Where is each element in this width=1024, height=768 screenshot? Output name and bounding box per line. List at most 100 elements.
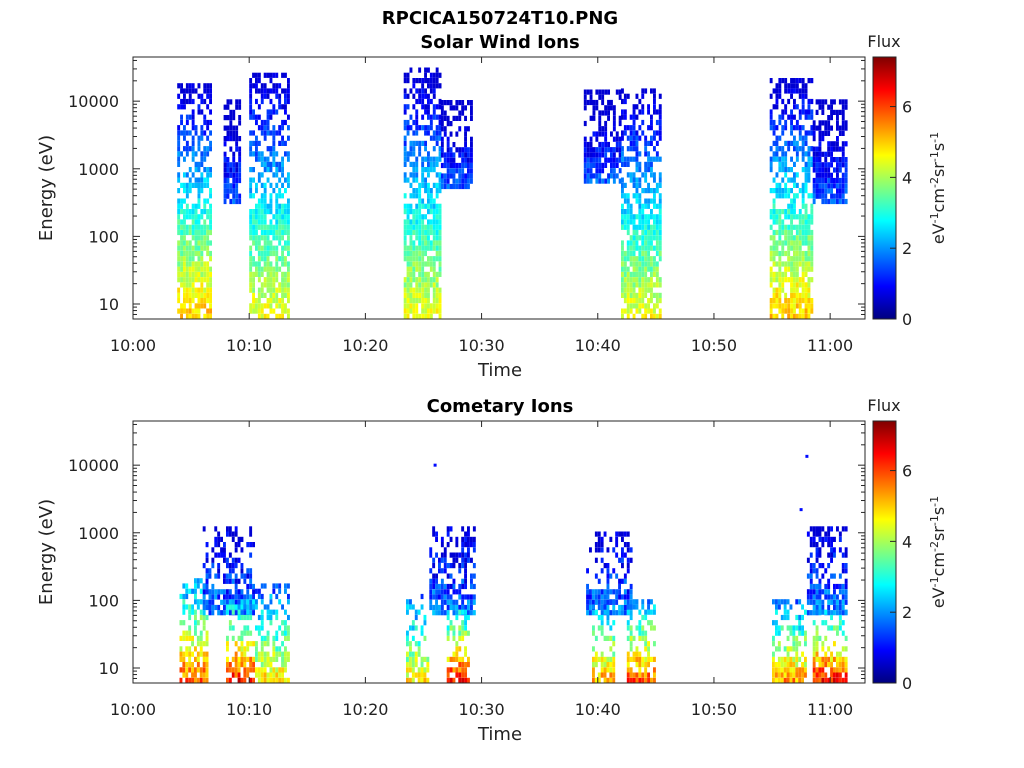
heatmap-cell <box>597 578 601 584</box>
heatmap-cell <box>228 599 232 605</box>
heatmap-cell <box>621 151 624 157</box>
heatmap-cell <box>787 235 791 241</box>
heatmap-cell <box>226 526 229 532</box>
heatmap-cell <box>272 146 276 152</box>
heatmap-cell <box>272 104 276 110</box>
heatmap-cell <box>205 677 209 683</box>
heatmap-cell <box>769 167 773 173</box>
heatmap-cell <box>200 156 204 162</box>
heatmap-cell <box>263 125 267 131</box>
heatmap-cell <box>818 125 822 131</box>
heatmap-cell <box>278 588 282 594</box>
heatmap-cell <box>255 78 258 84</box>
heatmap-cell <box>635 646 639 652</box>
heatmap-cell <box>833 177 836 184</box>
heatmap-cell <box>255 245 258 251</box>
heatmap-cell <box>440 147 444 153</box>
heatmap-cell <box>780 656 784 662</box>
heatmap-cell <box>403 292 407 298</box>
heatmap-cell <box>793 287 796 293</box>
heatmap-cell <box>281 271 284 277</box>
heatmap-cell <box>249 604 253 611</box>
heatmap-cell <box>612 147 616 153</box>
heatmap-cell <box>598 94 602 100</box>
heatmap-cell <box>415 78 419 84</box>
heatmap-cell <box>191 641 194 647</box>
heatmap-cell <box>260 677 264 683</box>
heatmap-cell <box>424 140 427 146</box>
heatmap-cell <box>427 256 430 262</box>
heatmap-cell <box>180 219 183 225</box>
heatmap-cell <box>795 287 799 293</box>
heatmap-cell <box>775 261 779 267</box>
heatmap-cell <box>432 156 436 162</box>
heatmap-cell <box>795 266 799 272</box>
heatmap-cell <box>257 172 261 178</box>
heatmap-cell <box>194 167 198 173</box>
heatmap-cell <box>844 677 848 683</box>
heatmap-cell <box>229 109 233 115</box>
heatmap-cell <box>827 115 831 121</box>
heatmap-cell <box>287 630 290 636</box>
heatmap-cell <box>815 646 819 652</box>
heatmap-cell <box>177 256 181 262</box>
heatmap-cell <box>287 614 290 621</box>
heatmap-cell <box>632 130 636 136</box>
heatmap-cell <box>784 261 788 267</box>
heatmap-cell <box>638 266 642 272</box>
heatmap-cell <box>789 604 793 610</box>
heatmap-cell <box>188 277 192 283</box>
heatmap-cell <box>452 635 456 641</box>
heatmap-cell <box>180 229 183 236</box>
heatmap-cell <box>269 224 273 230</box>
heatmap-cell <box>629 625 633 631</box>
heatmap-cell <box>786 609 790 615</box>
heatmap-cell <box>272 235 276 241</box>
heatmap-cell <box>191 224 195 230</box>
heatmap-cell <box>795 256 799 262</box>
heatmap-cell <box>647 240 650 246</box>
heatmap-cell <box>423 677 427 683</box>
heatmap-cell <box>275 235 279 241</box>
heatmap-cell <box>790 214 793 220</box>
heatmap-cell <box>464 646 467 652</box>
heatmap-cell <box>177 93 181 99</box>
heatmap-cell <box>449 526 453 532</box>
heatmap-cell <box>406 313 410 319</box>
heatmap-cell <box>412 140 416 146</box>
heatmap-cell <box>455 105 459 111</box>
heatmap-cell <box>446 625 450 631</box>
heatmap-cell <box>226 557 229 563</box>
heatmap-cell <box>249 656 253 662</box>
heatmap-cell <box>458 173 462 179</box>
heatmap-cell <box>411 635 415 641</box>
heatmap-cell <box>635 656 639 662</box>
heatmap-cell <box>838 531 842 537</box>
heatmap-cell <box>790 219 793 225</box>
heatmap-cell <box>203 177 207 183</box>
heatmap-cell <box>792 635 796 641</box>
heatmap-cell <box>252 583 255 590</box>
heatmap-cell <box>209 266 212 272</box>
heatmap-cell <box>815 151 819 157</box>
heatmap-cell <box>804 140 808 146</box>
heatmap-cell <box>415 130 419 136</box>
heatmap-cell <box>650 209 653 215</box>
heatmap-cell <box>595 89 599 95</box>
heatmap-cell <box>185 583 189 589</box>
heatmap-cell <box>798 277 802 283</box>
heatmap-cell <box>635 282 639 288</box>
heatmap-cell <box>632 146 636 152</box>
heatmap-cell <box>775 646 778 652</box>
heatmap-cell <box>255 599 258 605</box>
heatmap-cell <box>461 105 465 111</box>
heatmap-cell <box>287 182 290 188</box>
heatmap-cell <box>418 214 422 220</box>
heatmap-cell <box>841 151 845 157</box>
heatmap-cell <box>203 224 207 230</box>
heatmap-cell <box>243 610 247 616</box>
heatmap-cell <box>784 151 788 157</box>
heatmap-cell <box>287 235 290 241</box>
heatmap-cell <box>655 119 659 126</box>
heatmap-cell <box>252 109 255 115</box>
